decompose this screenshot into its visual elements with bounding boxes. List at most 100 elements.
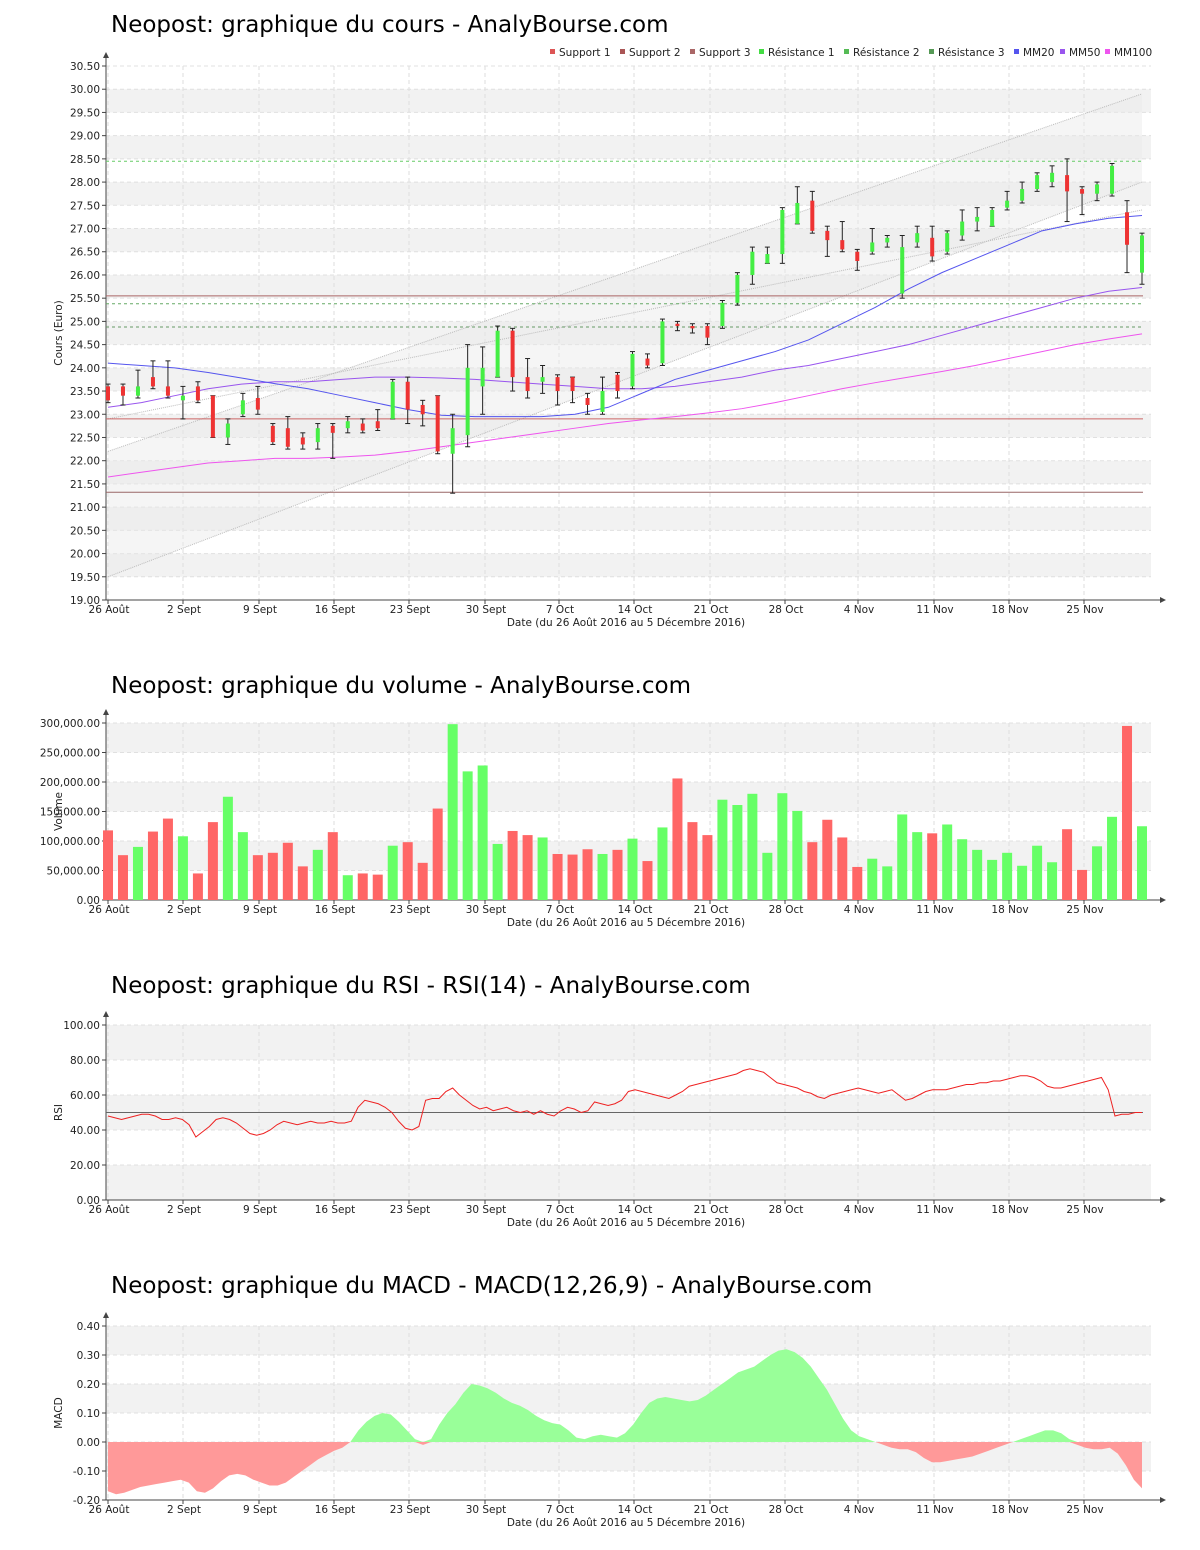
candle-body-32 [585,398,590,405]
candle-body-58 [975,216,980,222]
price-ytick-label-4: 21.00 [70,502,100,514]
volume-bar-54 [912,832,923,900]
macd-xtick-label-11: 11 Nov [916,1504,953,1516]
volume-bar-68 [1122,725,1133,900]
candle-body-11 [270,425,275,443]
price-xtick-label-0: 26 Août [89,604,130,616]
macd-xtick-label-10: 4 Nov [844,1504,875,1516]
volume-xtick-label-13: 25 Nov [1066,904,1103,916]
volume-bar-0 [103,830,113,900]
legend-label-8: MM100 [1114,47,1152,59]
volume-xtick-label-4: 23 Sept [390,904,431,916]
volume-bar-32 [582,849,593,900]
volume-bar-36 [642,861,653,900]
volume-xtick-label-6: 7 Oct [546,904,574,916]
candle-body-45 [780,209,785,255]
price-xtick-label-11: 11 Nov [916,604,953,616]
candle-body-54 [915,233,920,243]
candle-body-56 [945,233,950,252]
price-band-15 [106,228,1151,252]
price-ytick-label-10: 24.00 [70,363,100,375]
volume-bar-8 [222,796,233,900]
candle-body-38 [675,323,680,327]
volume-bar-5 [177,836,188,900]
volume-bar-50 [852,866,863,900]
macd-x-axis-title: Date (du 26 Août 2016 au 5 Décembre 2016… [507,1517,745,1529]
price-band-21 [106,89,1151,113]
volume-bar-46 [792,810,803,900]
legend-swatch-4 [844,49,849,54]
candle-body-17 [360,423,365,431]
volume-bar-66 [1092,846,1103,900]
price-ytick-label-12: 25.00 [70,316,100,328]
price-band-5 [106,460,1151,484]
macd-xtick-label-2: 9 Sept [243,1504,277,1516]
volume-bar-65 [1077,869,1088,900]
volume-bar-12 [282,842,293,900]
price-xtick-label-10: 4 Nov [844,604,875,616]
macd-xtick-label-6: 7 Oct [546,1504,574,1516]
price-band-9 [106,367,1151,392]
volume-bar-2 [132,846,143,900]
volume-bar-39 [687,822,698,900]
candle-body-22 [435,395,440,452]
candle-body-59 [990,209,995,227]
volume-bar-35 [627,838,638,900]
candle-body-13 [300,437,305,445]
candle-body-40 [705,326,710,338]
price-ytick-label-14: 26.00 [70,270,100,282]
legend-swatch-6 [1014,49,1019,54]
macd-chart: -0.20 -0.10 0.00 0.10 0.20 0.30 0.40 26 Août 2 S… [53,1312,1166,1529]
volume-bar-18 [372,874,383,900]
rsi-chart: 0.00 20.00 40.00 60.00 80.00 100.00 26 Août 2 S… [53,1011,1166,1229]
volume-band-3 [106,782,1151,812]
volume-bar-69 [1137,826,1147,900]
price-ytick-label-16: 27.00 [70,224,100,236]
legend-swatch-8 [1105,49,1110,54]
candle-body-18 [375,421,380,429]
candle-body-49 [840,240,845,250]
candle-body-9 [240,400,245,415]
candle-body-65 [1080,189,1085,194]
rsi-xtick-label-12: 18 Nov [991,1204,1028,1216]
rsi-ytick-label-3: 60.00 [70,1090,100,1102]
macd-ytick-label-0: -0.20 [73,1495,100,1507]
price-y-axis-arrow [103,52,109,58]
candle-body-55 [930,237,935,257]
macd-ytick-label-1: -0.10 [73,1466,100,1478]
macd-negative-area [108,1442,1142,1495]
price-xtick-label-3: 16 Sept [315,604,356,616]
candle-body-41 [720,302,725,327]
legend-label-4: Résistance 2 [853,47,920,59]
volume-bar-52 [882,866,893,900]
price-xtick-label-2: 9 Sept [243,604,277,616]
price-x-axis-arrow [1160,597,1166,603]
price-ytick-label-3: 20.50 [70,525,100,537]
macd-xtick-label-12: 18 Nov [991,1504,1028,1516]
candle-body-30 [555,377,560,392]
rsi-xtick-label-13: 25 Nov [1066,1204,1103,1216]
price-panel: Neopost: graphique du cours - AnalyBours… [0,0,1200,640]
legend-label-5: Résistance 3 [938,47,1005,59]
candle-body-53 [900,247,905,294]
candle-body-62 [1035,175,1040,190]
volume-xtick-label-12: 18 Nov [991,904,1028,916]
volume-bar-58 [972,849,983,900]
legend-swatch-2 [690,49,695,54]
volume-xtick-label-7: 14 Oct [618,904,653,916]
rsi-ytick-label-2: 40.00 [70,1125,100,1137]
volume-bar-23 [447,724,458,900]
rsi-ytick-label-5: 100.00 [63,1020,100,1032]
volume-ytick-label-5: 250,000.00 [40,748,100,760]
volume-bar-34 [612,849,623,900]
candle-body-68 [1125,212,1130,245]
volume-bar-30 [552,853,563,900]
volume-ytick-label-3: 150,000.00 [40,807,100,819]
volume-bar-4 [162,818,173,900]
legend-swatch-0 [550,49,555,54]
volume-bar-59 [987,859,998,900]
volume-bar-67 [1107,816,1118,900]
macd-ytick-label-5: 0.30 [77,1350,100,1362]
volume-bar-62 [1032,845,1043,900]
candle-body-10 [255,398,260,410]
